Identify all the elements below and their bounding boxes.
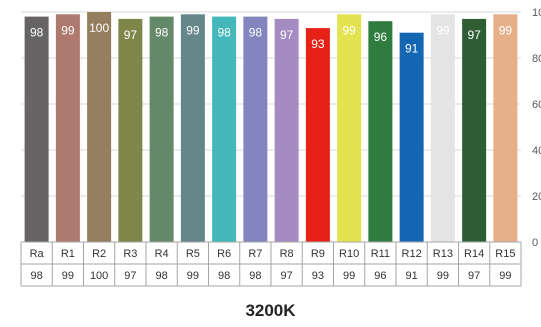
- bar-r14: [462, 18, 487, 243]
- y-tick-label: 20: [532, 191, 541, 203]
- x-tick-label: R2: [92, 248, 106, 260]
- table-value-cell: 97: [124, 270, 136, 282]
- bar-r8: [274, 18, 299, 243]
- table-value-cell: 99: [62, 270, 74, 282]
- x-tick-label: R1: [61, 248, 75, 260]
- bar-r6: [212, 16, 237, 242]
- y-tick-label: 0: [532, 237, 538, 249]
- table-value-cell: 97: [281, 270, 293, 282]
- x-tick-label: R13: [433, 248, 453, 260]
- x-tick-label: Ra: [30, 248, 45, 260]
- x-tick-label: R10: [339, 248, 359, 260]
- table-value-cell: 98: [156, 270, 168, 282]
- bar-value-label: 91: [405, 42, 419, 56]
- table-value-cell: 93: [312, 270, 324, 282]
- table-value-cell: 99: [437, 270, 449, 282]
- x-tick-label: R9: [311, 248, 325, 260]
- y-tick-label: 60: [532, 99, 541, 111]
- chart-title: 3200K: [245, 301, 296, 320]
- x-tick-label: R5: [186, 248, 200, 260]
- cri-bar-chart: 98 99 100 97 98 99 98 98 97 93 99 96 91 99 97 99 0 20 40 6…: [20, 7, 541, 287]
- bar-value-label: 93: [311, 37, 325, 51]
- bar-ra: [24, 16, 49, 242]
- table-value-cell: 91: [406, 270, 418, 282]
- bar-r1: [55, 14, 80, 242]
- table-value-cell: 99: [499, 270, 511, 282]
- bar-value-label: 98: [249, 26, 263, 40]
- y-tick-label: 80: [532, 53, 541, 65]
- table-value-cell: 98: [218, 270, 230, 282]
- bar-value-label: 100: [89, 21, 109, 35]
- bar-value-labels: 98 99 100 97 98 99 98 98 97 93 99 96 91 99 97 99: [30, 21, 512, 56]
- x-tick-label: R6: [217, 248, 231, 260]
- x-tick-label: R7: [248, 248, 262, 260]
- y-tick-label: 40: [532, 145, 541, 157]
- table-value-cell: 97: [468, 270, 480, 282]
- table-value-cell: 100: [90, 270, 108, 282]
- bar-value-label: 99: [342, 23, 356, 37]
- bar-value-label: 99: [61, 23, 75, 37]
- bar-value-label: 99: [186, 23, 200, 37]
- x-tick-label: R8: [280, 248, 294, 260]
- bars: [24, 12, 518, 243]
- x-tick-label: R4: [155, 248, 169, 260]
- bar-value-label: 99: [436, 23, 450, 37]
- bar-value-label: 97: [124, 28, 138, 42]
- bar-value-label: 96: [374, 30, 388, 44]
- bar-r3: [118, 18, 143, 243]
- bar-value-label: 97: [467, 28, 481, 42]
- bar-value-label: 99: [499, 23, 513, 37]
- bar-value-label: 98: [217, 26, 231, 40]
- y-tick-label: 100: [532, 7, 541, 19]
- data-table: Ra 98 R1 99 R2 100 R3 97 R4 98 R5 99 R6 98 R7 98 R8 97 R9 9…: [20, 241, 522, 287]
- y-axis-tick-labels: 0 20 40 60 80 100: [532, 7, 541, 249]
- bar-r15: [493, 14, 518, 242]
- bar-r2: [87, 12, 112, 242]
- bar-r5: [180, 14, 205, 242]
- bar-r7: [243, 16, 268, 242]
- table-value-cell: 96: [374, 270, 386, 282]
- bar-value-label: 98: [155, 26, 169, 40]
- bar-r11: [368, 21, 393, 243]
- bar-r10: [337, 14, 362, 242]
- bar-value-label: 97: [280, 28, 294, 42]
- table-value-cell: 98: [249, 270, 261, 282]
- table-value-cell: 99: [187, 270, 199, 282]
- x-tick-label: R12: [402, 248, 422, 260]
- bar-value-label: 98: [30, 26, 44, 40]
- table-value-cell: 99: [343, 270, 355, 282]
- x-tick-label: R15: [495, 248, 515, 260]
- x-tick-label: R3: [123, 248, 137, 260]
- bar-r12: [399, 32, 424, 243]
- bar-r13: [430, 14, 455, 242]
- bar-r9: [305, 28, 330, 242]
- x-tick-label: R14: [464, 248, 484, 260]
- x-tick-label: R11: [371, 248, 390, 260]
- table-value-cell: 98: [31, 270, 43, 282]
- bar-r4: [149, 16, 174, 242]
